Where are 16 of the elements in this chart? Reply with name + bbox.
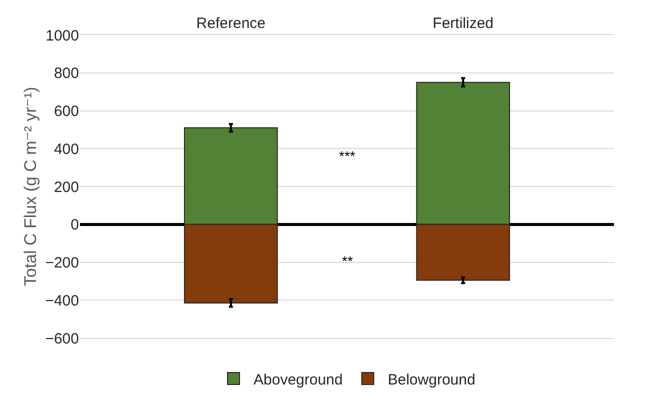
y-tick-label: −600 [45, 330, 79, 348]
annotation: ** [342, 253, 354, 269]
y-tick-label: 800 [54, 65, 79, 82]
y-tick-label: 600 [54, 103, 79, 120]
y-tick-label: 400 [54, 140, 79, 158]
y-tick-label: 0 [70, 216, 79, 234]
y-tick-label: 1000 [46, 27, 79, 44]
x-tick-label: Reference [196, 15, 266, 32]
x-tick-label: Fertilized [432, 15, 494, 32]
y-tick-label: −200 [45, 254, 79, 272]
annotation: *** [339, 148, 356, 164]
y-tick-label: −400 [45, 292, 79, 310]
legend-label: Belowground [388, 371, 476, 388]
y-tick-label: 200 [54, 178, 79, 196]
y-axis-title: Total C Flux (g C m⁻² yr⁻¹) [21, 86, 40, 286]
legend-label: Aboveground [254, 371, 343, 388]
